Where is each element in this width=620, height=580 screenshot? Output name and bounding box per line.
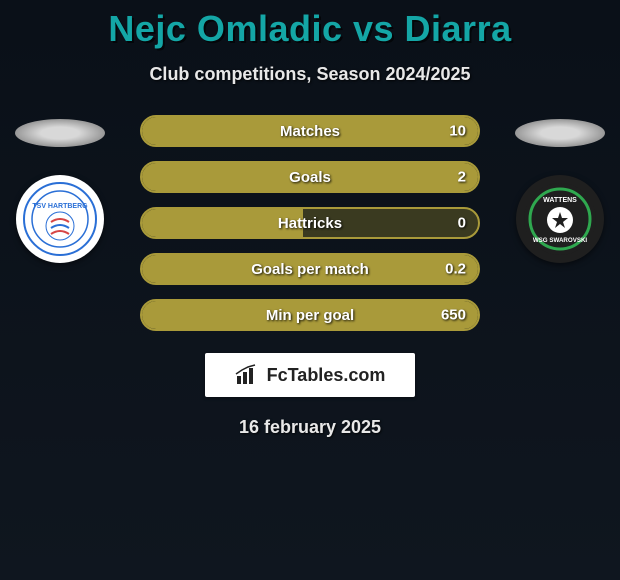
content-wrap: TSV HARTBERG WATTENS WSG SWAROVSKI (0, 115, 620, 438)
brand-label: FcTables.com (267, 365, 386, 386)
stat-row-matches: Matches 10 (140, 115, 480, 147)
svg-text:TSV HARTBERG: TSV HARTBERG (32, 203, 88, 210)
wattens-logo-icon: WATTENS WSG SWAROVSKI (523, 182, 597, 256)
stat-label: Hattricks (278, 215, 342, 232)
left-player-column: TSV HARTBERG (0, 115, 120, 263)
stat-label: Goals (289, 169, 331, 186)
player-shadow-ellipse (515, 119, 605, 147)
right-club-logo: WATTENS WSG SWAROVSKI (516, 175, 604, 263)
brand-box[interactable]: FcTables.com (205, 353, 415, 397)
stat-label: Matches (280, 123, 340, 140)
stat-row-goals-per-match: Goals per match 0.2 (140, 253, 480, 285)
svg-text:WSG SWAROVSKI: WSG SWAROVSKI (533, 237, 588, 244)
stat-value: 0.2 (445, 261, 466, 278)
stat-row-min-per-goal: Min per goal 650 (140, 299, 480, 331)
stat-value: 10 (449, 123, 466, 140)
stat-value: 650 (441, 307, 466, 324)
date-line: 16 february 2025 (0, 417, 620, 438)
stat-label: Min per goal (266, 307, 354, 324)
stat-value: 2 (458, 169, 466, 186)
hartberg-logo-icon: TSV HARTBERG (23, 182, 97, 256)
player-shadow-ellipse (15, 119, 105, 147)
stat-label: Goals per match (251, 261, 369, 278)
stat-list: Matches 10 Goals 2 Hattricks 0 Goals per… (140, 115, 480, 331)
right-player-column: WATTENS WSG SWAROVSKI (500, 115, 620, 263)
subtitle: Club competitions, Season 2024/2025 (0, 64, 620, 85)
stat-value: 0 (458, 215, 466, 232)
bar-chart-icon (235, 364, 261, 386)
left-club-logo: TSV HARTBERG (16, 175, 104, 263)
page-title: Nejc Omladic vs Diarra (0, 0, 620, 50)
stat-row-hattricks: Hattricks 0 (140, 207, 480, 239)
svg-text:WATTENS: WATTENS (543, 197, 577, 204)
stat-row-goals: Goals 2 (140, 161, 480, 193)
